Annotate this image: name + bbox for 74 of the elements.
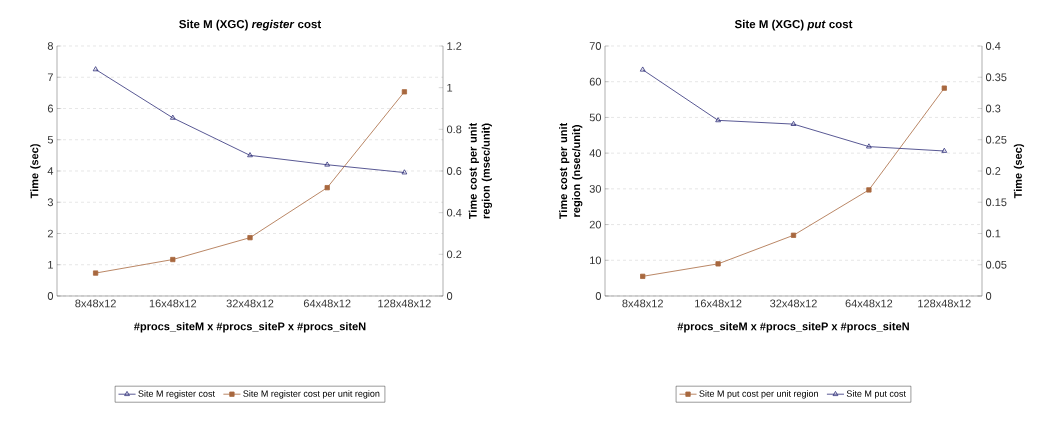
point	[715, 261, 721, 267]
point	[715, 117, 721, 123]
point	[92, 66, 99, 72]
point	[170, 256, 176, 263]
legend-label: Site M put cost	[846, 390, 906, 399]
y-tick-label: 20	[589, 220, 602, 229]
x-tick-label: 64x48x12	[845, 299, 893, 308]
y2-tick-label: 0.4	[446, 208, 462, 217]
point	[866, 187, 872, 193]
legend-label: Site M put cost per unit region	[699, 390, 818, 399]
point	[324, 161, 331, 167]
y2-tick-label: 0	[446, 292, 453, 300]
y2-tick-label: 0.6	[446, 167, 462, 175]
y-tick-label: 0	[47, 292, 54, 300]
y2-tick-label: 0.2	[446, 250, 462, 259]
point	[247, 152, 253, 158]
x-tick-label: 8x48x12	[75, 299, 116, 308]
y-tick-label: 6	[47, 104, 53, 113]
y2-tick-label: 0.4	[985, 42, 1001, 50]
x-tick-label: 16x48x12	[695, 299, 742, 308]
y-tick-label: 4	[47, 167, 54, 175]
point	[401, 169, 408, 175]
y-tick-label: 60	[589, 77, 602, 86]
point	[401, 89, 407, 95]
chart-title: Site M (XGC) register cost	[179, 19, 322, 31]
point	[941, 147, 948, 153]
y2-tick-label: 0	[985, 292, 992, 300]
y2-tick-label: 0.05	[985, 260, 1007, 269]
point	[866, 143, 872, 149]
y-tick-label: 3	[47, 198, 53, 207]
point	[324, 185, 330, 191]
y2-tick-label: 0.15	[985, 198, 1007, 207]
y-tick-label: 7	[47, 73, 53, 82]
y-tick-label: 10	[590, 256, 602, 265]
y2-tick-label: 0.8	[446, 125, 462, 134]
y2-tick-label: 0.25	[985, 135, 1007, 144]
y-axis-title: Time (sec)	[30, 144, 41, 199]
y-tick-label: 2	[47, 229, 53, 238]
x-tick-label: 128x48x12	[918, 299, 971, 308]
chart-title: Site M (XGC) put cost	[734, 19, 853, 31]
y2-axis-title: Time cost per unit region (msec/unit)	[468, 122, 492, 220]
x-tick-label: 16x48x12	[149, 299, 197, 308]
x-tick-label: 32x48x12	[226, 299, 274, 308]
x-tick-label: 8x48x12	[622, 299, 663, 308]
y2-tick-label: 0.35	[985, 73, 1007, 82]
y2-tick-label: 1	[447, 83, 453, 92]
x-axis-title: #procs_siteM x #procs_siteP x #procs_siteN	[677, 322, 909, 333]
y2-axis-title: Time (sec)	[1013, 144, 1025, 199]
y-tick-label: 40	[589, 149, 602, 158]
point	[640, 273, 646, 279]
x-axis-title: #procs_siteM x #procs_siteP x #procs_siteN	[134, 322, 366, 333]
legend-label: Site M register cost per unit region	[243, 390, 380, 399]
point	[941, 85, 947, 91]
x-tick-label: 128x48x12	[378, 299, 431, 308]
point	[247, 235, 253, 241]
point	[169, 114, 176, 120]
y-tick-label: 70	[589, 42, 602, 50]
y-tick-label: 0	[595, 292, 602, 300]
x-tick-label: 64x48x12	[303, 299, 351, 308]
y-tick-label: 8	[47, 42, 53, 50]
y-tick-label: 5	[47, 135, 54, 144]
legend-label: Site M register cost	[138, 390, 215, 399]
y2-tick-label: 0.1	[985, 229, 1001, 238]
y2-tick-label: 0.2	[985, 167, 1001, 175]
y-axis-title: Time cost per unit region (nsec/unit)	[559, 122, 583, 220]
y-tick-label: 50	[589, 113, 602, 122]
point	[790, 120, 797, 126]
y-tick-label: 1	[48, 260, 53, 269]
y2-tick-label: 1.2	[447, 42, 462, 50]
point	[790, 232, 797, 238]
x-tick-label: 32x48x12	[770, 299, 817, 308]
point	[93, 270, 99, 276]
y2-tick-label: 0.3	[985, 104, 1001, 113]
y-tick-label: 30	[589, 184, 602, 193]
